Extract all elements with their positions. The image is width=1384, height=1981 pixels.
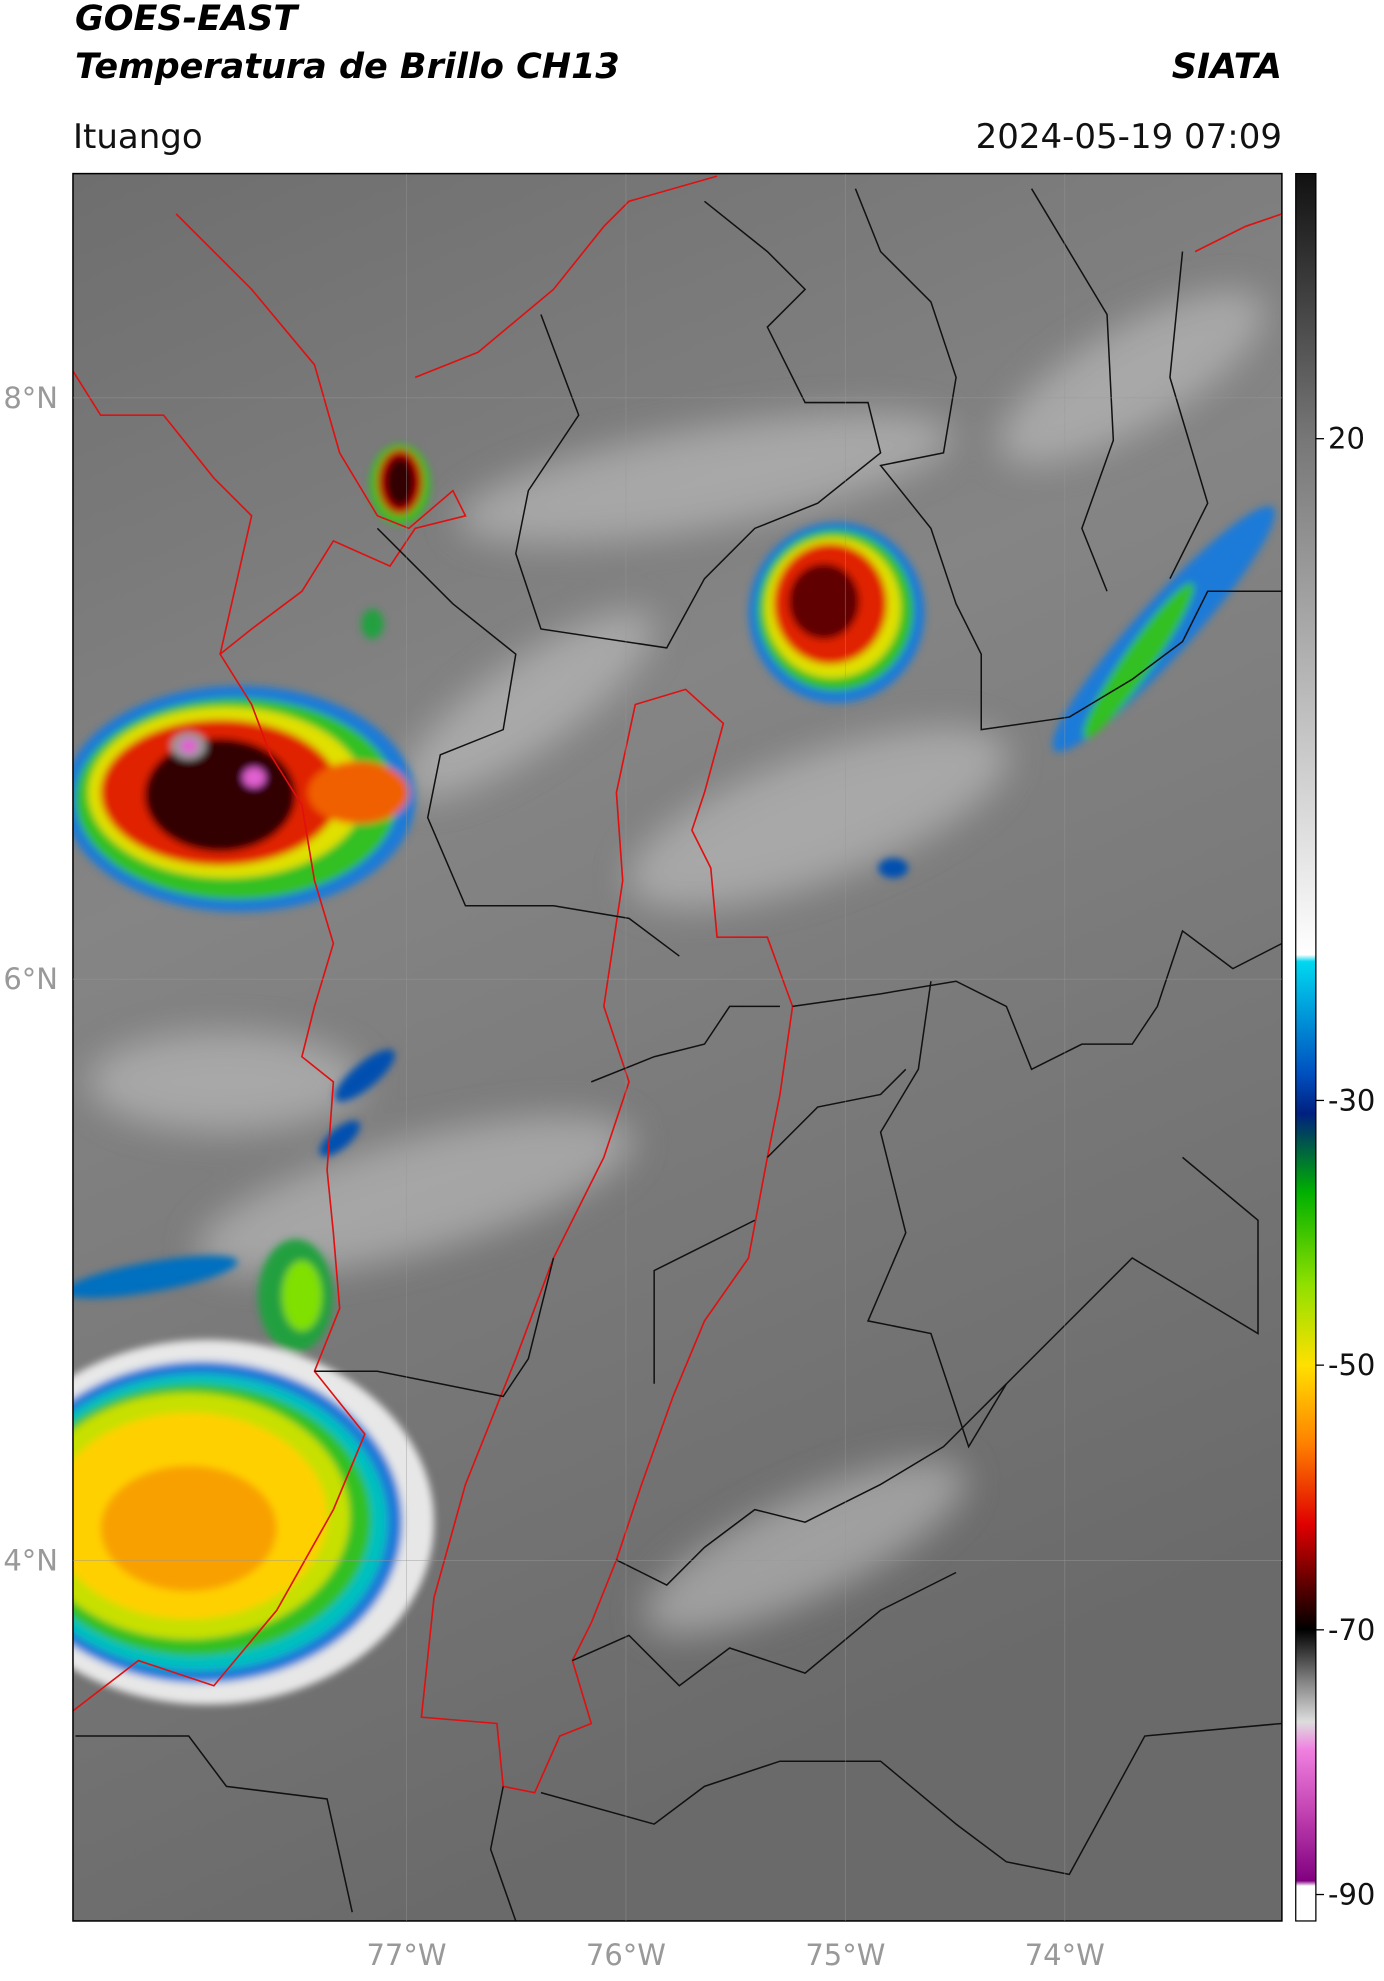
map-imagery (72, 172, 1317, 1922)
brand: SIATA (1172, 47, 1282, 87)
axes: 77°W 76°W 75°W 74°W 8°N 6°N 4°N 20 -30 -50 -70 -90 (3, 174, 1375, 1972)
colorbar-tick-label: 20 (1328, 422, 1365, 456)
lon-tick-label: 76°W (586, 1938, 666, 1972)
colorbar-tick-label: -50 (1328, 1348, 1375, 1382)
colorbar-tick-label: -90 (1328, 1878, 1375, 1912)
lon-tick-label: 74°W (1025, 1938, 1105, 1972)
title-line2: Temperatura de Brillo CH13 (75, 47, 620, 87)
datetime: 2024-05-19 07:09 (976, 117, 1282, 157)
location: Ituango (73, 117, 203, 157)
colorbar-tick-label: -70 (1328, 1613, 1375, 1647)
colorbar-tick-label: -30 (1328, 1083, 1375, 1117)
lat-tick-label: 4°N (3, 1544, 58, 1578)
title-line1: GOES-EAST (75, 0, 300, 39)
lat-tick-label: 6°N (3, 962, 58, 996)
lat-tick-label: 8°N (3, 381, 58, 415)
lon-tick-label: 77°W (366, 1938, 446, 1972)
lon-tick-label: 75°W (805, 1938, 885, 1972)
